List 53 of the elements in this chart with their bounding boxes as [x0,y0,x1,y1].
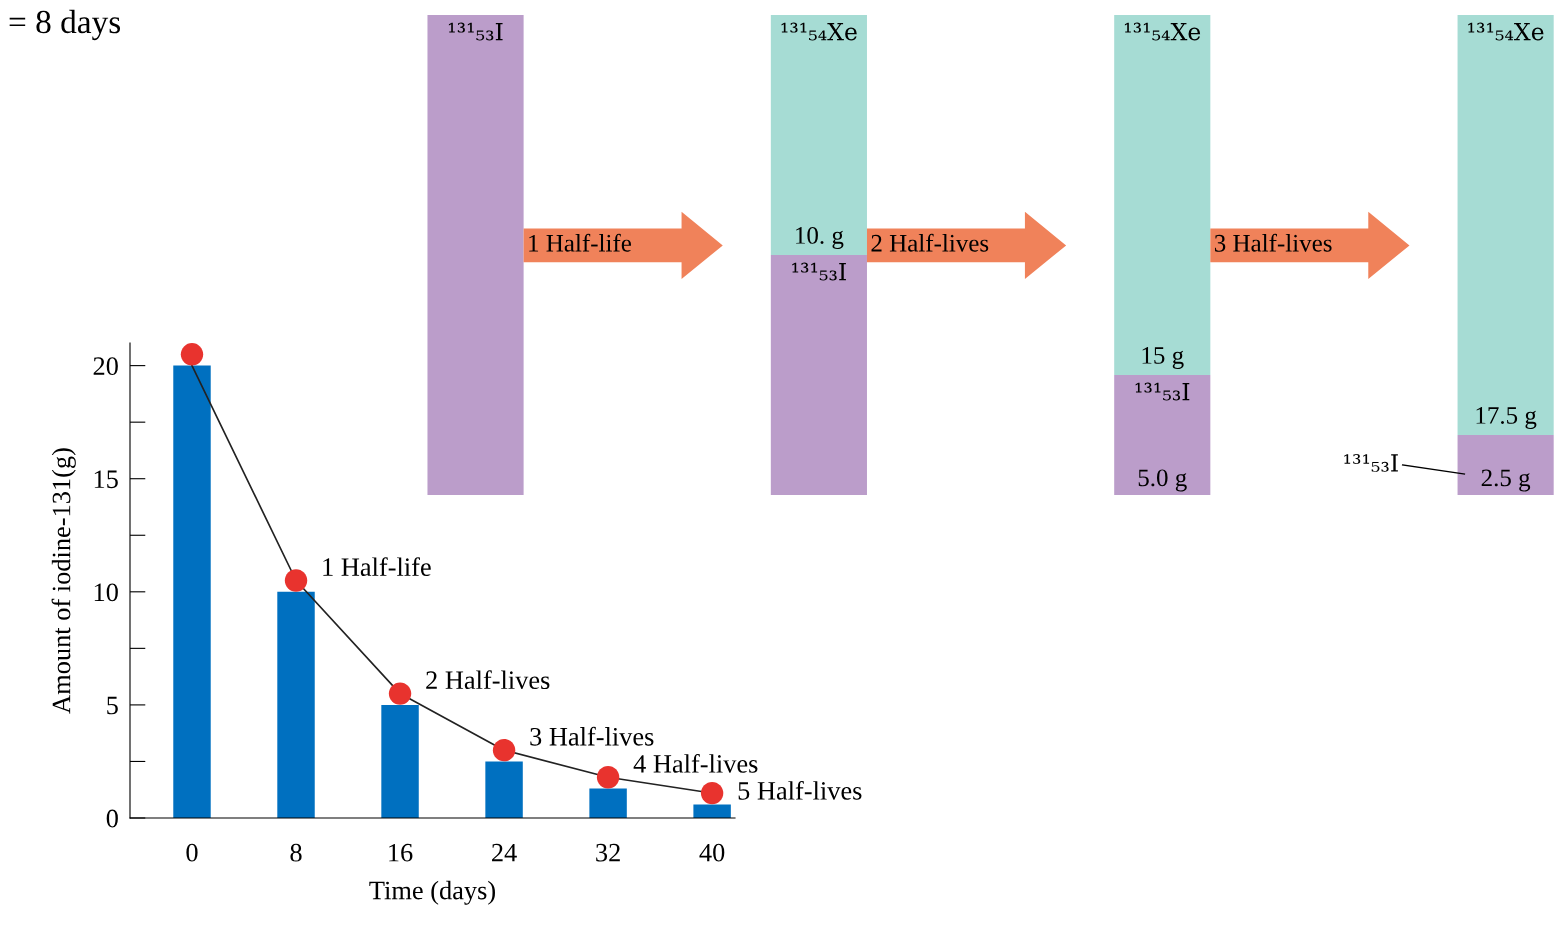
text: ¹³¹₅₄Xe [1468,22,1544,41]
series-label: ¹³¹₅₃I [448,22,503,41]
bar [770,255,867,495]
point [388,682,412,705]
annotation: 2 Half-lives [871,233,989,252]
y-axis-title: Amount of iodine-131(g) [51,448,76,714]
y-tick-label: 0 [106,809,118,828]
point [700,781,724,805]
x-tick-label: 40 [699,843,725,862]
text: ¹³¹₅₃I [1135,382,1190,401]
x-tick-label: 0 [186,843,198,862]
bar [277,591,315,818]
text: ¹³¹₅₃I [792,262,846,281]
point [596,766,620,789]
bar [693,804,731,818]
point [180,343,204,366]
data-label: 17.5 g [1476,407,1537,429]
x-axis-title: Time (days) [369,880,495,905]
series-label: ¹³¹₅₄Xe [781,22,857,41]
data-label: 10. g [796,226,844,249]
text: ¹³¹₅₄Xe [1124,22,1201,41]
data-label: 5.0 g [1138,469,1187,492]
annotation: 5 Half-lives [738,780,862,800]
annotation: 4 Half-lives [633,753,758,773]
data-label: 2.5 g [1481,469,1531,492]
bar [381,704,419,818]
annotation: 3 Half-lives [1214,233,1332,252]
bar [427,15,524,495]
bar [589,788,627,818]
bar [1114,375,1211,495]
point [492,738,516,762]
point [284,569,308,592]
annotation: 1 Half-life [323,557,431,576]
x-tick-label: 8 [290,843,302,862]
x-tick-label: 32 [596,843,620,862]
text: ¹³¹₅₃I [1344,453,1398,472]
bar [1114,15,1211,375]
y-tick-label: 5 [107,696,118,715]
annotation: 1 Half-life [529,233,631,252]
annotation: 2 Half-lives [426,670,550,690]
bar [1457,435,1554,495]
chart-title: = 8 days [9,9,121,41]
bar [485,761,523,818]
x-tick-label: 16 [389,843,413,862]
y-tick-label: 20 [93,357,118,376]
x-tick-label: 24 [492,843,517,862]
y-tick-label: 10 [94,583,118,602]
bar [1457,15,1554,435]
data-label: 15 g [1142,347,1184,369]
annotation: 3 Half-lives [530,726,654,746]
bar [173,365,211,818]
bar [770,15,867,255]
y-tick-label: 15 [94,470,118,489]
